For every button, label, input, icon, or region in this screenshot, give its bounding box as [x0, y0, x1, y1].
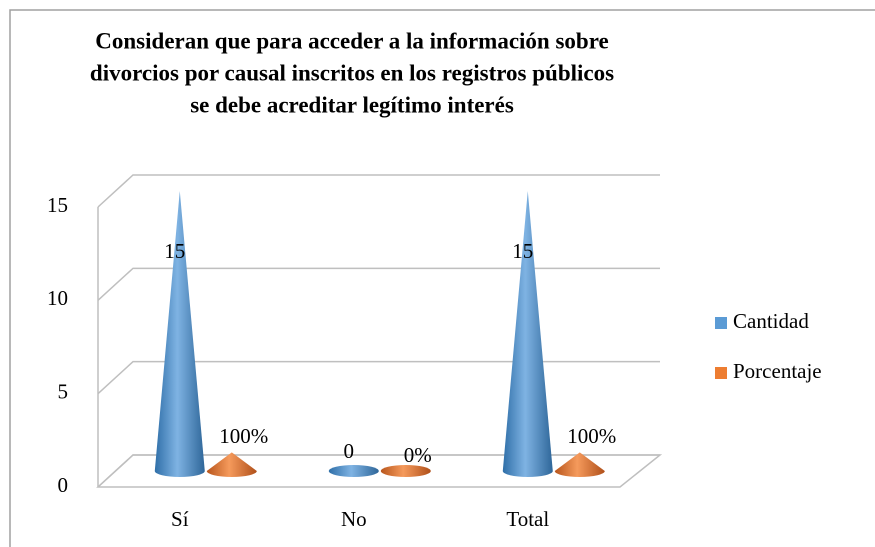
legend-swatch — [715, 317, 727, 329]
y-tick-label: 5 — [58, 379, 69, 403]
chart-title: se debe acreditar legítimo interés — [190, 92, 514, 117]
grid-line — [97, 174, 660, 208]
data-label: 15 — [512, 239, 533, 263]
y-tick-label: 15 — [47, 193, 68, 217]
cone — [380, 465, 431, 477]
cone — [502, 191, 553, 478]
legend-label: Cantidad — [733, 309, 809, 333]
grid-line — [97, 454, 660, 488]
y-tick-label: 0 — [58, 473, 69, 497]
data-label: 0% — [404, 443, 432, 467]
x-tick-label: No — [341, 507, 367, 531]
x-tick-label: Sí — [171, 507, 189, 531]
chart-frame — [9, 9, 875, 547]
legend-swatch — [715, 367, 727, 379]
chart-title: divorcios por causal inscritos en los re… — [90, 60, 614, 85]
grid-line — [97, 267, 660, 301]
legend-label: Porcentaje — [733, 359, 822, 383]
cone — [554, 452, 605, 477]
grid-line — [97, 360, 660, 395]
data-label: 100% — [219, 424, 268, 448]
cone — [206, 452, 257, 477]
cone — [328, 465, 379, 477]
data-label: 100% — [567, 424, 616, 448]
y-tick-label: 10 — [47, 286, 68, 310]
chart-title: Consideran que para acceder a la informa… — [95, 28, 608, 53]
data-label: 15 — [164, 239, 185, 263]
x-tick-label: Total — [506, 507, 549, 531]
cone — [154, 191, 205, 477]
data-label: 0 — [344, 439, 355, 463]
